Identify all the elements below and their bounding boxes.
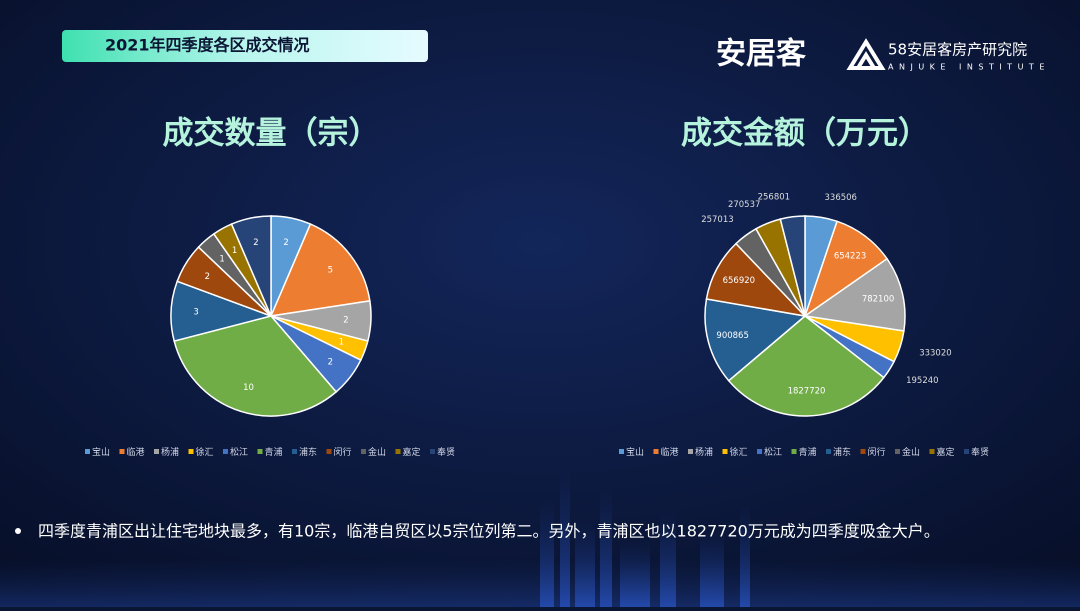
- data-label: 1827720: [788, 386, 826, 396]
- legend-swatch: [688, 449, 693, 454]
- data-label: 270537: [728, 200, 760, 210]
- legend-label: 徐汇: [730, 446, 748, 458]
- data-label: 333020: [919, 348, 951, 358]
- data-label: 10: [243, 383, 254, 393]
- institute-name: 58安居客房产研究院: [888, 41, 1027, 59]
- slide-title: 2021年四季度各区成交情况: [105, 36, 310, 55]
- legend-swatch: [619, 449, 624, 454]
- legend-swatch: [223, 449, 228, 454]
- data-label: 2: [343, 315, 348, 325]
- data-label: 782100: [862, 294, 894, 304]
- legend-swatch: [85, 449, 90, 454]
- legend-swatch: [188, 449, 194, 454]
- data-label: 1: [339, 338, 344, 348]
- pie-slice: [779, 215, 806, 317]
- chart-title: 成交金额（万元）: [681, 116, 929, 152]
- legend-swatch: [895, 449, 900, 454]
- data-label: 257013: [701, 215, 733, 225]
- brand-logo: 安居客: [716, 37, 806, 72]
- note-text: 四季度青浦区出让住宅地块最多，有10宗，临港自贸区以5宗位列第二。另外，青浦区也…: [38, 522, 940, 541]
- legend-label: 金山: [368, 446, 386, 458]
- data-label: 656920: [723, 276, 755, 286]
- data-label: 1: [219, 255, 224, 265]
- legend-label: 嘉定: [937, 446, 955, 458]
- legend-label: 青浦: [799, 446, 817, 458]
- city-silhouette: [0, 470, 1080, 607]
- data-label: 654223: [834, 252, 866, 262]
- legend-swatch: [326, 449, 332, 454]
- legend-swatch: [860, 449, 866, 454]
- legend-label: 杨浦: [161, 446, 179, 458]
- legend-swatch: [119, 449, 125, 454]
- legend-label: 松江: [230, 446, 248, 458]
- legend-swatch: [653, 449, 659, 454]
- data-label: 2: [328, 357, 333, 367]
- legend-label: 临港: [661, 446, 679, 458]
- legend-label: 闵行: [334, 446, 352, 458]
- institute-en: ANJUKE INSTITUTE: [888, 63, 1050, 72]
- data-label: 2: [205, 272, 210, 282]
- legend-swatch: [395, 449, 401, 454]
- bullet: [15, 528, 21, 534]
- legend-swatch: [757, 449, 762, 454]
- legend-swatch: [964, 449, 969, 454]
- legend-label: 金山: [902, 446, 920, 458]
- data-label: 195240: [906, 376, 938, 386]
- data-label: 900865: [716, 331, 748, 341]
- legend-label: 宝山: [92, 446, 110, 458]
- legend-label: 松江: [764, 446, 782, 458]
- legend-label: 宝山: [626, 446, 644, 458]
- pie-slice: [704, 298, 807, 382]
- legend-swatch: [430, 449, 435, 454]
- legend-label: 奉贤: [971, 446, 989, 458]
- legend-label: 奉贤: [437, 446, 455, 458]
- pie-slice: [727, 315, 885, 417]
- legend-label: 浦东: [299, 446, 317, 458]
- legend-swatch: [791, 449, 797, 454]
- legend-label: 临港: [127, 446, 145, 458]
- data-label: 2: [283, 238, 288, 248]
- pie-slice: [173, 315, 338, 417]
- legend-swatch: [361, 449, 366, 454]
- data-label: 2: [253, 238, 258, 248]
- data-label: 336506: [825, 193, 857, 203]
- legend-swatch: [826, 449, 831, 454]
- institute-icon: [846, 38, 886, 70]
- data-label: 1: [232, 246, 237, 256]
- title-box: [62, 30, 428, 62]
- data-label: 256801: [758, 192, 790, 202]
- legend-label: 杨浦: [695, 446, 713, 458]
- legend-label: 徐汇: [196, 446, 214, 458]
- legend-swatch: [154, 449, 159, 454]
- pie-slice: [230, 215, 272, 317]
- legend-swatch: [292, 449, 297, 454]
- data-label: 3: [193, 308, 198, 318]
- legend-swatch: [257, 449, 263, 454]
- legend-swatch: [722, 449, 728, 454]
- legend-label: 闵行: [868, 446, 886, 458]
- pie-slice: [269, 223, 371, 317]
- data-label: 5: [328, 266, 333, 276]
- chart-title: 成交数量（宗）: [163, 116, 380, 152]
- legend-swatch: [929, 449, 935, 454]
- pie-slice: [803, 257, 906, 332]
- legend-label: 浦东: [833, 446, 851, 458]
- legend-label: 嘉定: [403, 446, 421, 458]
- legend-label: 青浦: [265, 446, 283, 458]
